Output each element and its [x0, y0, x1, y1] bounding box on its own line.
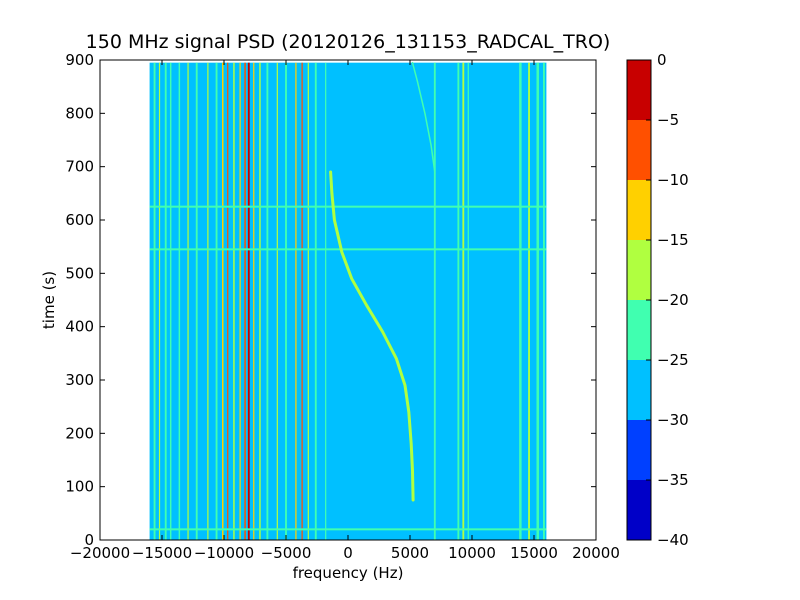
- spectral-line: [307, 62, 309, 540]
- x-tick-label: 10000: [448, 544, 496, 562]
- spectral-line: [178, 62, 181, 540]
- x-tick-label: 5000: [391, 544, 429, 562]
- spectral-line: [536, 62, 539, 540]
- spectral-line: [169, 62, 172, 540]
- y-tick-label: 200: [65, 424, 94, 442]
- colorbar-tick-label: −15: [657, 231, 689, 249]
- spectral-line: [259, 62, 261, 540]
- spectral-line: [207, 62, 209, 540]
- spectral-line: [187, 62, 189, 540]
- colorbar: −40 −35 −30 −25 −20 −15 −10 −5 0: [626, 51, 689, 549]
- spectral-line: [276, 62, 278, 540]
- spectral-line: [247, 62, 250, 540]
- y-tick-label: 900: [65, 51, 94, 69]
- x-tick-label: −10000: [194, 544, 254, 562]
- chart-title: 150 MHz signal PSD (20120126_131153_RADC…: [86, 31, 611, 53]
- colorbar-segment: [627, 300, 651, 360]
- spectral-line: [227, 62, 229, 540]
- x-tick-label: 0: [343, 544, 353, 562]
- x-tick-label: −20000: [70, 544, 130, 562]
- spectral-line: [153, 62, 156, 540]
- y-tick-label: 0: [84, 531, 94, 549]
- colorbar-segment: [627, 180, 651, 240]
- faint-drift-curve: [411, 61, 436, 173]
- y-axis-label: time (s): [40, 271, 58, 329]
- time-line: [149, 248, 547, 251]
- x-axis-label: frequency (Hz): [293, 564, 404, 582]
- spectral-line: [467, 62, 469, 540]
- time-line: [149, 528, 547, 531]
- colorbar-tick-label: −10: [657, 171, 689, 189]
- heatmap-background: [149, 62, 547, 540]
- time-line: [149, 205, 547, 208]
- colorbar-segment: [627, 480, 651, 540]
- spectral-line: [222, 62, 224, 540]
- y-tick-label: 600: [65, 211, 94, 229]
- colorbar-tick-label: −5: [657, 111, 679, 129]
- heatmap-layer: [149, 61, 547, 540]
- spectral-line: [519, 62, 522, 540]
- drifting-signal-curve: [329, 170, 415, 502]
- colorbar-tick-label: −20: [657, 291, 689, 309]
- x-tick-label: 15000: [510, 544, 558, 562]
- colorbar-segment: [627, 240, 651, 300]
- colorbar-segment: [627, 360, 651, 420]
- colorbar-segment: [627, 420, 651, 480]
- spectral-line: [542, 62, 545, 540]
- y-axis: 0 100 200 300 400 500 600 700 800 900: [65, 51, 596, 549]
- colorbar-tick-label: −30: [657, 411, 689, 429]
- colorbar-segment: [627, 60, 651, 120]
- spectral-line: [215, 62, 218, 540]
- x-tick-label: −15000: [132, 544, 192, 562]
- spectral-line: [462, 62, 465, 540]
- spectral-line: [253, 62, 255, 540]
- x-tick-label: −5000: [261, 544, 312, 562]
- spectral-line: [285, 62, 287, 540]
- spectral-line: [301, 62, 303, 540]
- colorbar-tick-label: −25: [657, 351, 689, 369]
- x-tick-label: 20000: [572, 544, 620, 562]
- spectral-line: [164, 62, 167, 540]
- colorbar-tick-label: −40: [657, 531, 689, 549]
- spectral-line: [233, 62, 235, 540]
- y-tick-label: 800: [65, 104, 94, 122]
- colorbar-segment: [627, 120, 651, 180]
- spectral-line: [325, 62, 327, 540]
- y-tick-label: 400: [65, 318, 94, 336]
- y-tick-label: 100: [65, 478, 94, 496]
- spectral-line: [295, 62, 297, 540]
- colorbar-tick-label: 0: [657, 51, 667, 69]
- colorbar-tick-label: −35: [657, 471, 689, 489]
- spectral-line: [244, 62, 246, 540]
- spectral-line: [433, 62, 436, 540]
- y-tick-label: 700: [65, 158, 94, 176]
- spectral-line: [457, 62, 460, 540]
- y-tick-label: 300: [65, 371, 94, 389]
- x-axis: −20000 −15000 −10000 −5000 0 5000 10000 15000 20…: [70, 60, 620, 562]
- spectral-line: [528, 62, 530, 540]
- spectral-line: [195, 62, 198, 540]
- spectral-line: [158, 62, 161, 540]
- spectral-line: [266, 62, 269, 540]
- spectral-line: [314, 62, 317, 540]
- y-tick-label: 500: [65, 264, 94, 282]
- spectral-line: [239, 62, 241, 540]
